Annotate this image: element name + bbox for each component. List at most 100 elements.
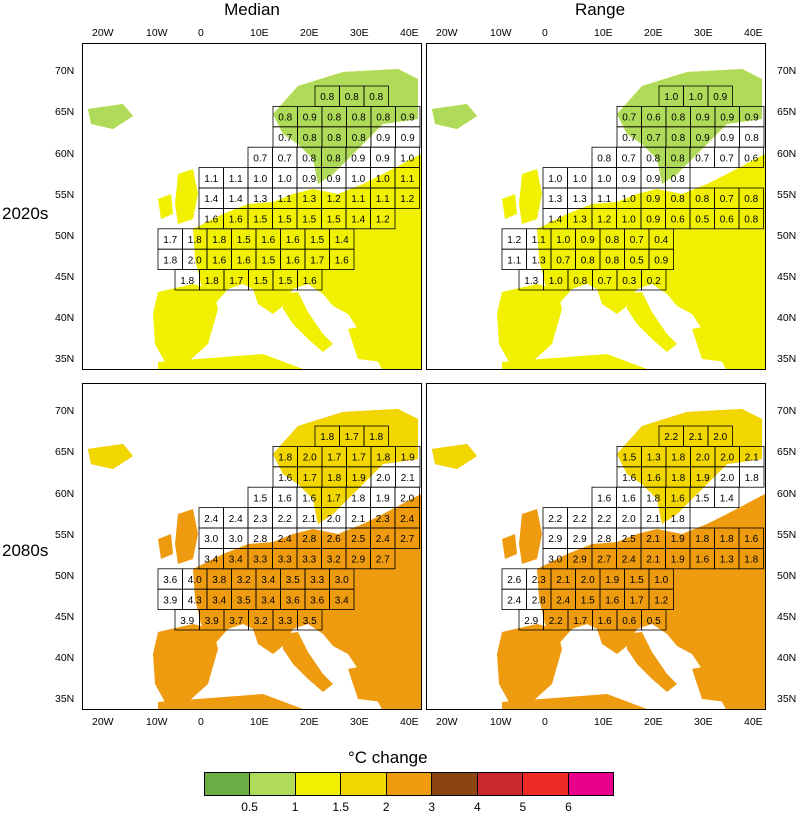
- map-svg: 0.8 0.8 0.80.8 0.9 0.8 0.8 0.8 0.90.7 0.8 0.8 0.8 0…: [88, 69, 421, 369]
- grid-cell: [394, 187, 420, 209]
- cell-value: 1.6: [671, 493, 685, 504]
- lat-tick-label: 70N: [777, 65, 797, 77]
- lon-tick-label: 10E: [594, 716, 613, 728]
- cell-value: 1.2: [597, 215, 611, 226]
- cell-value: 1.6: [622, 473, 636, 484]
- land-region: [497, 624, 562, 702]
- cell-value: 0.8: [327, 133, 341, 144]
- cell-value: 1.0: [664, 92, 678, 103]
- cell-value: 0.7: [695, 153, 709, 164]
- cell-value: 1.1: [229, 174, 243, 185]
- legend-tick-label: 1.5: [332, 800, 349, 814]
- cell-value: 0.8: [581, 255, 595, 266]
- cell-value: 1.0: [622, 215, 636, 226]
- cell-value: 0.7: [622, 133, 636, 144]
- cell-value: 1.6: [286, 255, 300, 266]
- cell-value: 0.9: [327, 174, 341, 185]
- cell-value: 1.1: [278, 194, 292, 205]
- cell-value: 3.0: [229, 534, 243, 545]
- legend-color-swatch: [205, 773, 251, 795]
- cell-value: 2.8: [532, 595, 546, 606]
- lat-tick-label: 40N: [55, 652, 75, 664]
- cell-value: 2.1: [646, 534, 660, 545]
- cell-value: 1.4: [204, 194, 218, 205]
- cell-value: 0.9: [646, 215, 660, 226]
- cell-value: 1.7: [630, 595, 644, 606]
- cell-value: 1.0: [351, 174, 365, 185]
- cell-value: 0.9: [696, 113, 710, 124]
- cell-value: 3.4: [212, 595, 226, 606]
- lat-tick-label: 40N: [777, 312, 797, 324]
- cell-value: 3.7: [229, 616, 243, 627]
- cell-value: 1.1: [507, 255, 521, 266]
- cell-value: 1.0: [548, 174, 562, 185]
- legend-color-swatch: [477, 773, 524, 795]
- cell-value: 1.3: [720, 555, 734, 566]
- cell-value: 0.8: [671, 153, 685, 164]
- cell-value: 1.6: [695, 555, 709, 566]
- cell-value: 3.0: [204, 534, 218, 545]
- cell-value: 0.5: [647, 616, 661, 627]
- cell-value: 2.4: [278, 534, 292, 545]
- cell-value: 1.5: [630, 575, 644, 586]
- cell-value: 1.8: [278, 453, 292, 464]
- cell-value: 1.6: [605, 595, 619, 606]
- cell-value: 1.8: [188, 235, 202, 246]
- cell-value: 1.7: [163, 235, 177, 246]
- land-region: [627, 292, 677, 352]
- cell-value: 2.9: [524, 616, 538, 627]
- cell-value: 0.6: [622, 616, 636, 627]
- legend-color-swatch: [432, 773, 478, 795]
- cell-value: 0.7: [630, 235, 644, 246]
- cell-value: 2.5: [622, 534, 636, 545]
- cell-value: 0.6: [647, 113, 661, 124]
- lon-tick-label: 10W: [146, 716, 168, 728]
- legend-color-swatch: [568, 773, 613, 795]
- grid-cell: [739, 466, 765, 488]
- cell-value: 2.1: [745, 453, 759, 464]
- cell-value: 1.4: [548, 215, 562, 226]
- cell-value: 2.0: [720, 473, 734, 484]
- cell-value: 0.7: [622, 153, 636, 164]
- cell-value: 4.3: [188, 595, 202, 606]
- cell-value: 3.4: [261, 575, 275, 586]
- cell-value: 0.8: [646, 153, 660, 164]
- land-region: [537, 494, 765, 709]
- cell-value: 2.7: [376, 555, 390, 566]
- cell-value: 1.4: [229, 194, 243, 205]
- grid-cell: [738, 207, 764, 230]
- cell-value: 1.6: [598, 616, 612, 627]
- cell-value: 3.6: [286, 595, 300, 606]
- cell-value: 1.5: [278, 215, 292, 226]
- land-region-iceland: [88, 444, 133, 469]
- cell-value: 1.8: [212, 235, 226, 246]
- cell-value: 1.0: [622, 194, 636, 205]
- cell-value: 2.0: [720, 453, 734, 464]
- cell-value: 2.2: [278, 514, 292, 525]
- cell-value: 2.9: [573, 534, 587, 545]
- cell-value: 0.9: [401, 113, 415, 124]
- cell-value: 1.9: [696, 473, 710, 484]
- cell-value: 2.5: [351, 534, 365, 545]
- cell-value: 1.9: [352, 473, 366, 484]
- lon-tick-label: 30E: [350, 27, 369, 39]
- cell-value: 0.8: [352, 113, 366, 124]
- legend-color-swatch: [523, 773, 569, 795]
- cell-value: 0.6: [720, 215, 734, 226]
- lat-tick-label: 55N: [777, 189, 797, 201]
- cell-value: 0.2: [647, 276, 661, 287]
- cell-value: 1.5: [261, 255, 275, 266]
- cell-value: 1.7: [352, 453, 366, 464]
- lat-tick-label: 45N: [55, 271, 75, 283]
- lon-tick-label: 10E: [250, 716, 269, 728]
- cell-value: 2.2: [549, 616, 563, 627]
- lon-tick-label: 10E: [594, 27, 613, 39]
- cell-value: 4.0: [188, 575, 202, 586]
- cell-value: 2.9: [351, 555, 365, 566]
- legend-color-swatch: [341, 773, 387, 795]
- cell-value: 1.0: [278, 174, 292, 185]
- cell-value: 2.7: [400, 534, 414, 545]
- map-panel-median-2020s: 0.8 0.8 0.8 0.8 0.9 0.8 0.8 0.8 0.9 0.7 0.8 0.8 0.8 0…: [82, 43, 422, 370]
- cell-value: 3.5: [286, 575, 300, 586]
- cell-value: 2.2: [597, 514, 611, 525]
